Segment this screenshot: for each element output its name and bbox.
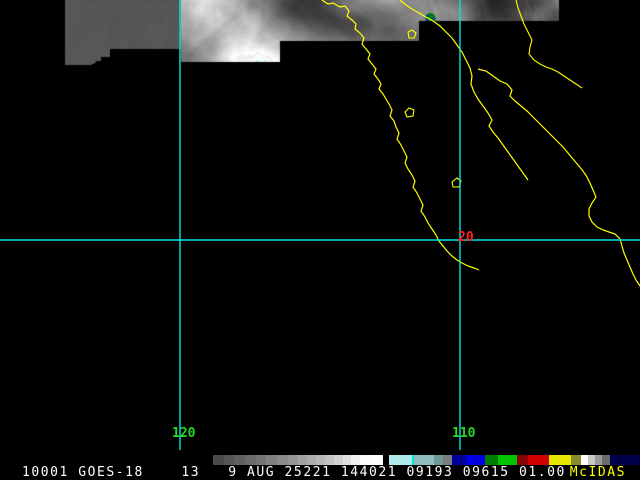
colorbar-segment <box>223 455 235 465</box>
colorbar-segment <box>527 455 550 465</box>
colorbar-segment <box>333 455 343 465</box>
colorbar-segment <box>595 455 603 465</box>
latitude-label-20: 20 <box>458 230 474 245</box>
colorbar-segment <box>414 455 434 465</box>
colorbar-segment <box>433 455 443 465</box>
status-bar-left-text: 10001 GOES-18 13 9 AUG 25221 144021 0919… <box>22 465 566 480</box>
colorbar-segment <box>388 455 412 465</box>
colorbar-segment <box>298 455 308 465</box>
colorbar-segment <box>485 455 498 465</box>
colorbar-segment <box>497 455 518 465</box>
colorbar-segment <box>588 455 596 465</box>
software-brand-label: McIDAS <box>569 465 626 480</box>
colorbar-segment <box>324 455 334 465</box>
enhancement-colorbar <box>0 455 640 465</box>
colorbar-segment <box>234 455 245 465</box>
status-bar-details: 0001 GOES-18 13 9 AUG 25221 144021 09193… <box>31 465 566 480</box>
colorbar-segment <box>517 455 528 465</box>
colorbar-segment <box>581 455 589 465</box>
colorbar-segment <box>276 455 288 465</box>
longitude-label-120: 120 <box>172 426 196 441</box>
colorbar-segment <box>570 455 582 465</box>
colorbar-segment <box>609 455 640 465</box>
colorbar-segment <box>465 455 486 465</box>
colorbar-segment <box>549 455 571 465</box>
satellite-image-canvas[interactable] <box>0 0 640 450</box>
colorbar-segment <box>315 455 325 465</box>
frame-number: 1 <box>22 465 32 480</box>
colorbar-segment <box>451 455 466 465</box>
colorbar-segment <box>213 455 224 465</box>
colorbar-segment <box>370 455 384 465</box>
colorbar-segment <box>360 455 371 465</box>
colorbar-segment <box>266 455 277 465</box>
colorbar-segment <box>442 455 452 465</box>
colorbar-segment <box>307 455 316 465</box>
colorbar-segment <box>0 455 214 465</box>
colorbar-segment <box>287 455 299 465</box>
colorbar-segment <box>255 455 267 465</box>
colorbar-segment <box>383 455 389 465</box>
colorbar-segment <box>351 455 361 465</box>
satellite-image-area[interactable]: 20 120 110 <box>0 0 640 450</box>
colorbar-segment <box>244 455 256 465</box>
colorbar-segment <box>602 455 610 465</box>
colorbar-segment <box>342 455 352 465</box>
longitude-label-110: 110 <box>452 426 476 441</box>
colorbar-segment <box>411 455 415 465</box>
status-bar: 10001 GOES-18 13 9 AUG 25221 144021 0919… <box>0 450 640 480</box>
